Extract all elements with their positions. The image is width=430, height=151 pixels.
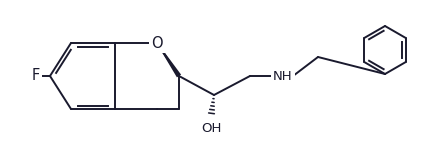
Text: F: F <box>32 69 40 84</box>
Polygon shape <box>157 43 181 77</box>
Text: OH: OH <box>201 122 221 135</box>
Text: NH: NH <box>273 69 293 82</box>
Text: O: O <box>151 35 163 50</box>
